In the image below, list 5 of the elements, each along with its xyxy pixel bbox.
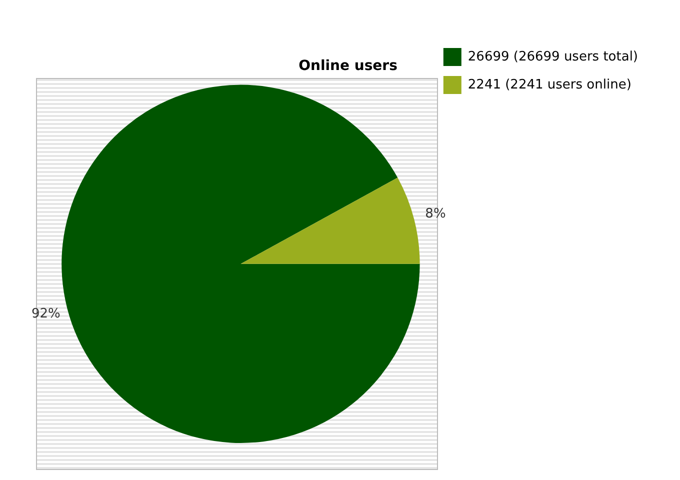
data-label: 8% xyxy=(425,206,446,222)
legend-label: 26699 (26699 users total) xyxy=(468,49,638,64)
legend-label: 2241 (2241 users online) xyxy=(468,77,632,92)
data-label: 92% xyxy=(31,306,60,322)
text: Online users xyxy=(298,58,398,74)
